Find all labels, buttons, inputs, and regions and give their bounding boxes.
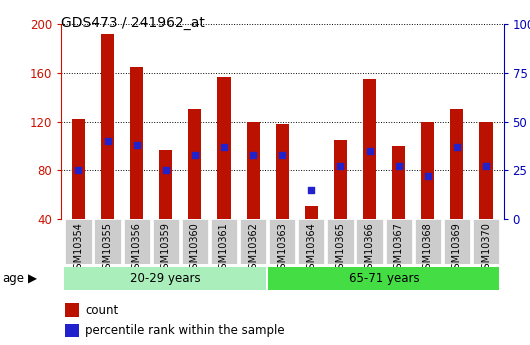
FancyBboxPatch shape (444, 219, 470, 264)
FancyBboxPatch shape (386, 219, 412, 264)
Bar (188, 109, 201, 219)
FancyBboxPatch shape (153, 219, 179, 264)
Bar (130, 67, 143, 219)
Text: GSM10354: GSM10354 (74, 222, 83, 275)
Point (162, 168, 170, 173)
FancyBboxPatch shape (65, 219, 92, 264)
Text: GSM10364: GSM10364 (306, 222, 316, 275)
Bar (65, 324, 78, 337)
Text: GSM10368: GSM10368 (423, 222, 433, 275)
Point (278, 152, 287, 158)
Text: GSM10367: GSM10367 (394, 222, 404, 275)
Bar (276, 124, 289, 219)
Bar (101, 34, 114, 219)
Text: GSM10369: GSM10369 (452, 222, 462, 275)
Text: 65-71 years: 65-71 years (349, 272, 419, 285)
FancyBboxPatch shape (414, 219, 441, 264)
Text: GSM10365: GSM10365 (335, 222, 346, 275)
Bar (480, 122, 492, 219)
Point (394, 164, 403, 169)
FancyBboxPatch shape (64, 267, 266, 290)
Text: GSM10366: GSM10366 (365, 222, 375, 275)
FancyBboxPatch shape (328, 219, 354, 264)
FancyBboxPatch shape (357, 219, 383, 264)
FancyBboxPatch shape (473, 219, 499, 264)
Text: GDS473 / 241962_at: GDS473 / 241962_at (61, 16, 205, 30)
Point (423, 174, 432, 179)
Text: ▶: ▶ (28, 272, 37, 285)
Point (453, 144, 461, 150)
Text: count: count (85, 304, 119, 317)
Text: GSM10360: GSM10360 (190, 222, 200, 275)
Bar (72, 119, 85, 219)
FancyBboxPatch shape (211, 219, 237, 264)
FancyBboxPatch shape (94, 219, 121, 264)
FancyBboxPatch shape (182, 219, 208, 264)
Point (336, 164, 344, 169)
Bar (305, 206, 318, 219)
FancyBboxPatch shape (123, 219, 150, 264)
Text: age: age (3, 272, 25, 285)
Text: GSM10370: GSM10370 (481, 222, 491, 275)
Bar (450, 109, 463, 219)
Text: GSM10363: GSM10363 (277, 222, 287, 275)
Text: percentile rank within the sample: percentile rank within the sample (85, 324, 285, 337)
Bar (159, 150, 172, 219)
Point (103, 138, 112, 144)
FancyBboxPatch shape (298, 219, 324, 264)
Bar (65, 304, 78, 317)
FancyBboxPatch shape (268, 267, 499, 290)
Text: 20-29 years: 20-29 years (130, 272, 201, 285)
FancyBboxPatch shape (269, 219, 295, 264)
Bar (334, 140, 347, 219)
Point (74, 168, 83, 173)
Bar (246, 122, 260, 219)
Text: GSM10361: GSM10361 (219, 222, 229, 275)
Bar (363, 79, 376, 219)
Point (482, 164, 490, 169)
Bar (392, 146, 405, 219)
Text: GSM10355: GSM10355 (102, 222, 112, 275)
Point (132, 142, 141, 148)
FancyBboxPatch shape (240, 219, 266, 264)
Text: GSM10362: GSM10362 (248, 222, 258, 275)
Bar (217, 77, 231, 219)
Point (249, 152, 258, 158)
Point (220, 144, 228, 150)
Point (307, 187, 315, 193)
Point (191, 152, 199, 158)
Text: GSM10356: GSM10356 (131, 222, 142, 275)
Text: GSM10359: GSM10359 (161, 222, 171, 275)
Point (365, 148, 374, 154)
Bar (421, 122, 435, 219)
